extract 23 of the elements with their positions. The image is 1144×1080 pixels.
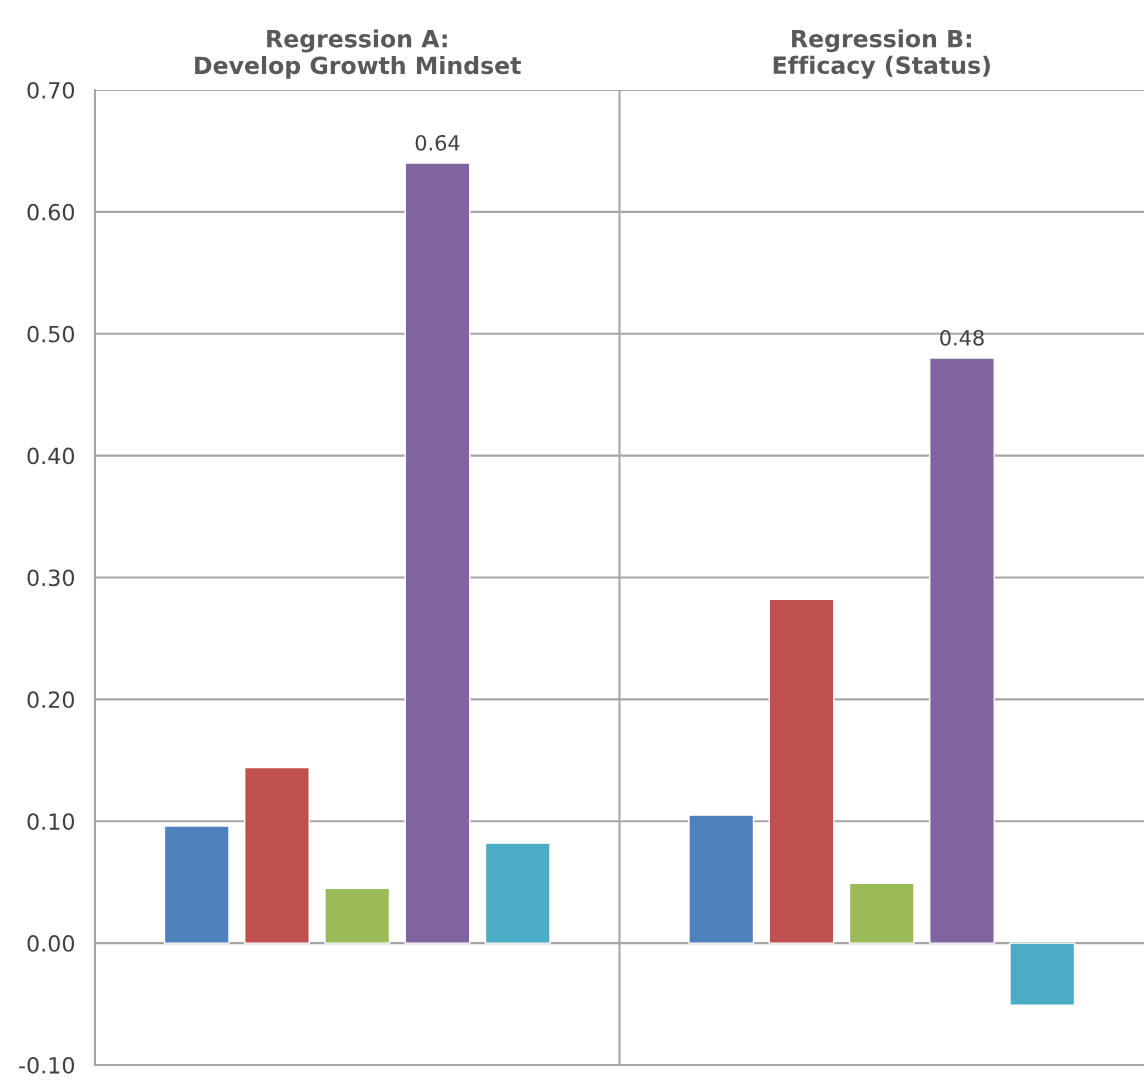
bar (848, 882, 915, 944)
y-tick-label: 0.60 (27, 203, 75, 221)
y-tick-label: 0.50 (27, 325, 75, 343)
bar (324, 887, 391, 944)
y-tick-label: 0.00 (27, 935, 75, 952)
bar (768, 598, 835, 944)
data-label: 0.64 (415, 134, 460, 151)
y-tick-label: 0.70 (27, 81, 75, 99)
bar (163, 825, 230, 944)
bar (929, 357, 995, 944)
y-tick-label: 0.20 (27, 691, 75, 709)
y-tick-label: 0.10 (27, 813, 75, 830)
x-tick-label: Regression B: Efficacy (Status) (773, 29, 990, 79)
data-label: 0.48 (940, 329, 984, 346)
y-tick-label: 0.30 (27, 569, 75, 587)
y-tick-label: 0.40 (27, 447, 75, 465)
bar (404, 162, 471, 944)
bar (688, 814, 755, 944)
y-tick-label: -0.10 (19, 1056, 75, 1074)
bar (1009, 942, 1076, 1006)
x-tick-label: Regression A: Develop Growth Mindset (195, 29, 521, 79)
bar (244, 766, 310, 944)
bar (484, 842, 551, 944)
